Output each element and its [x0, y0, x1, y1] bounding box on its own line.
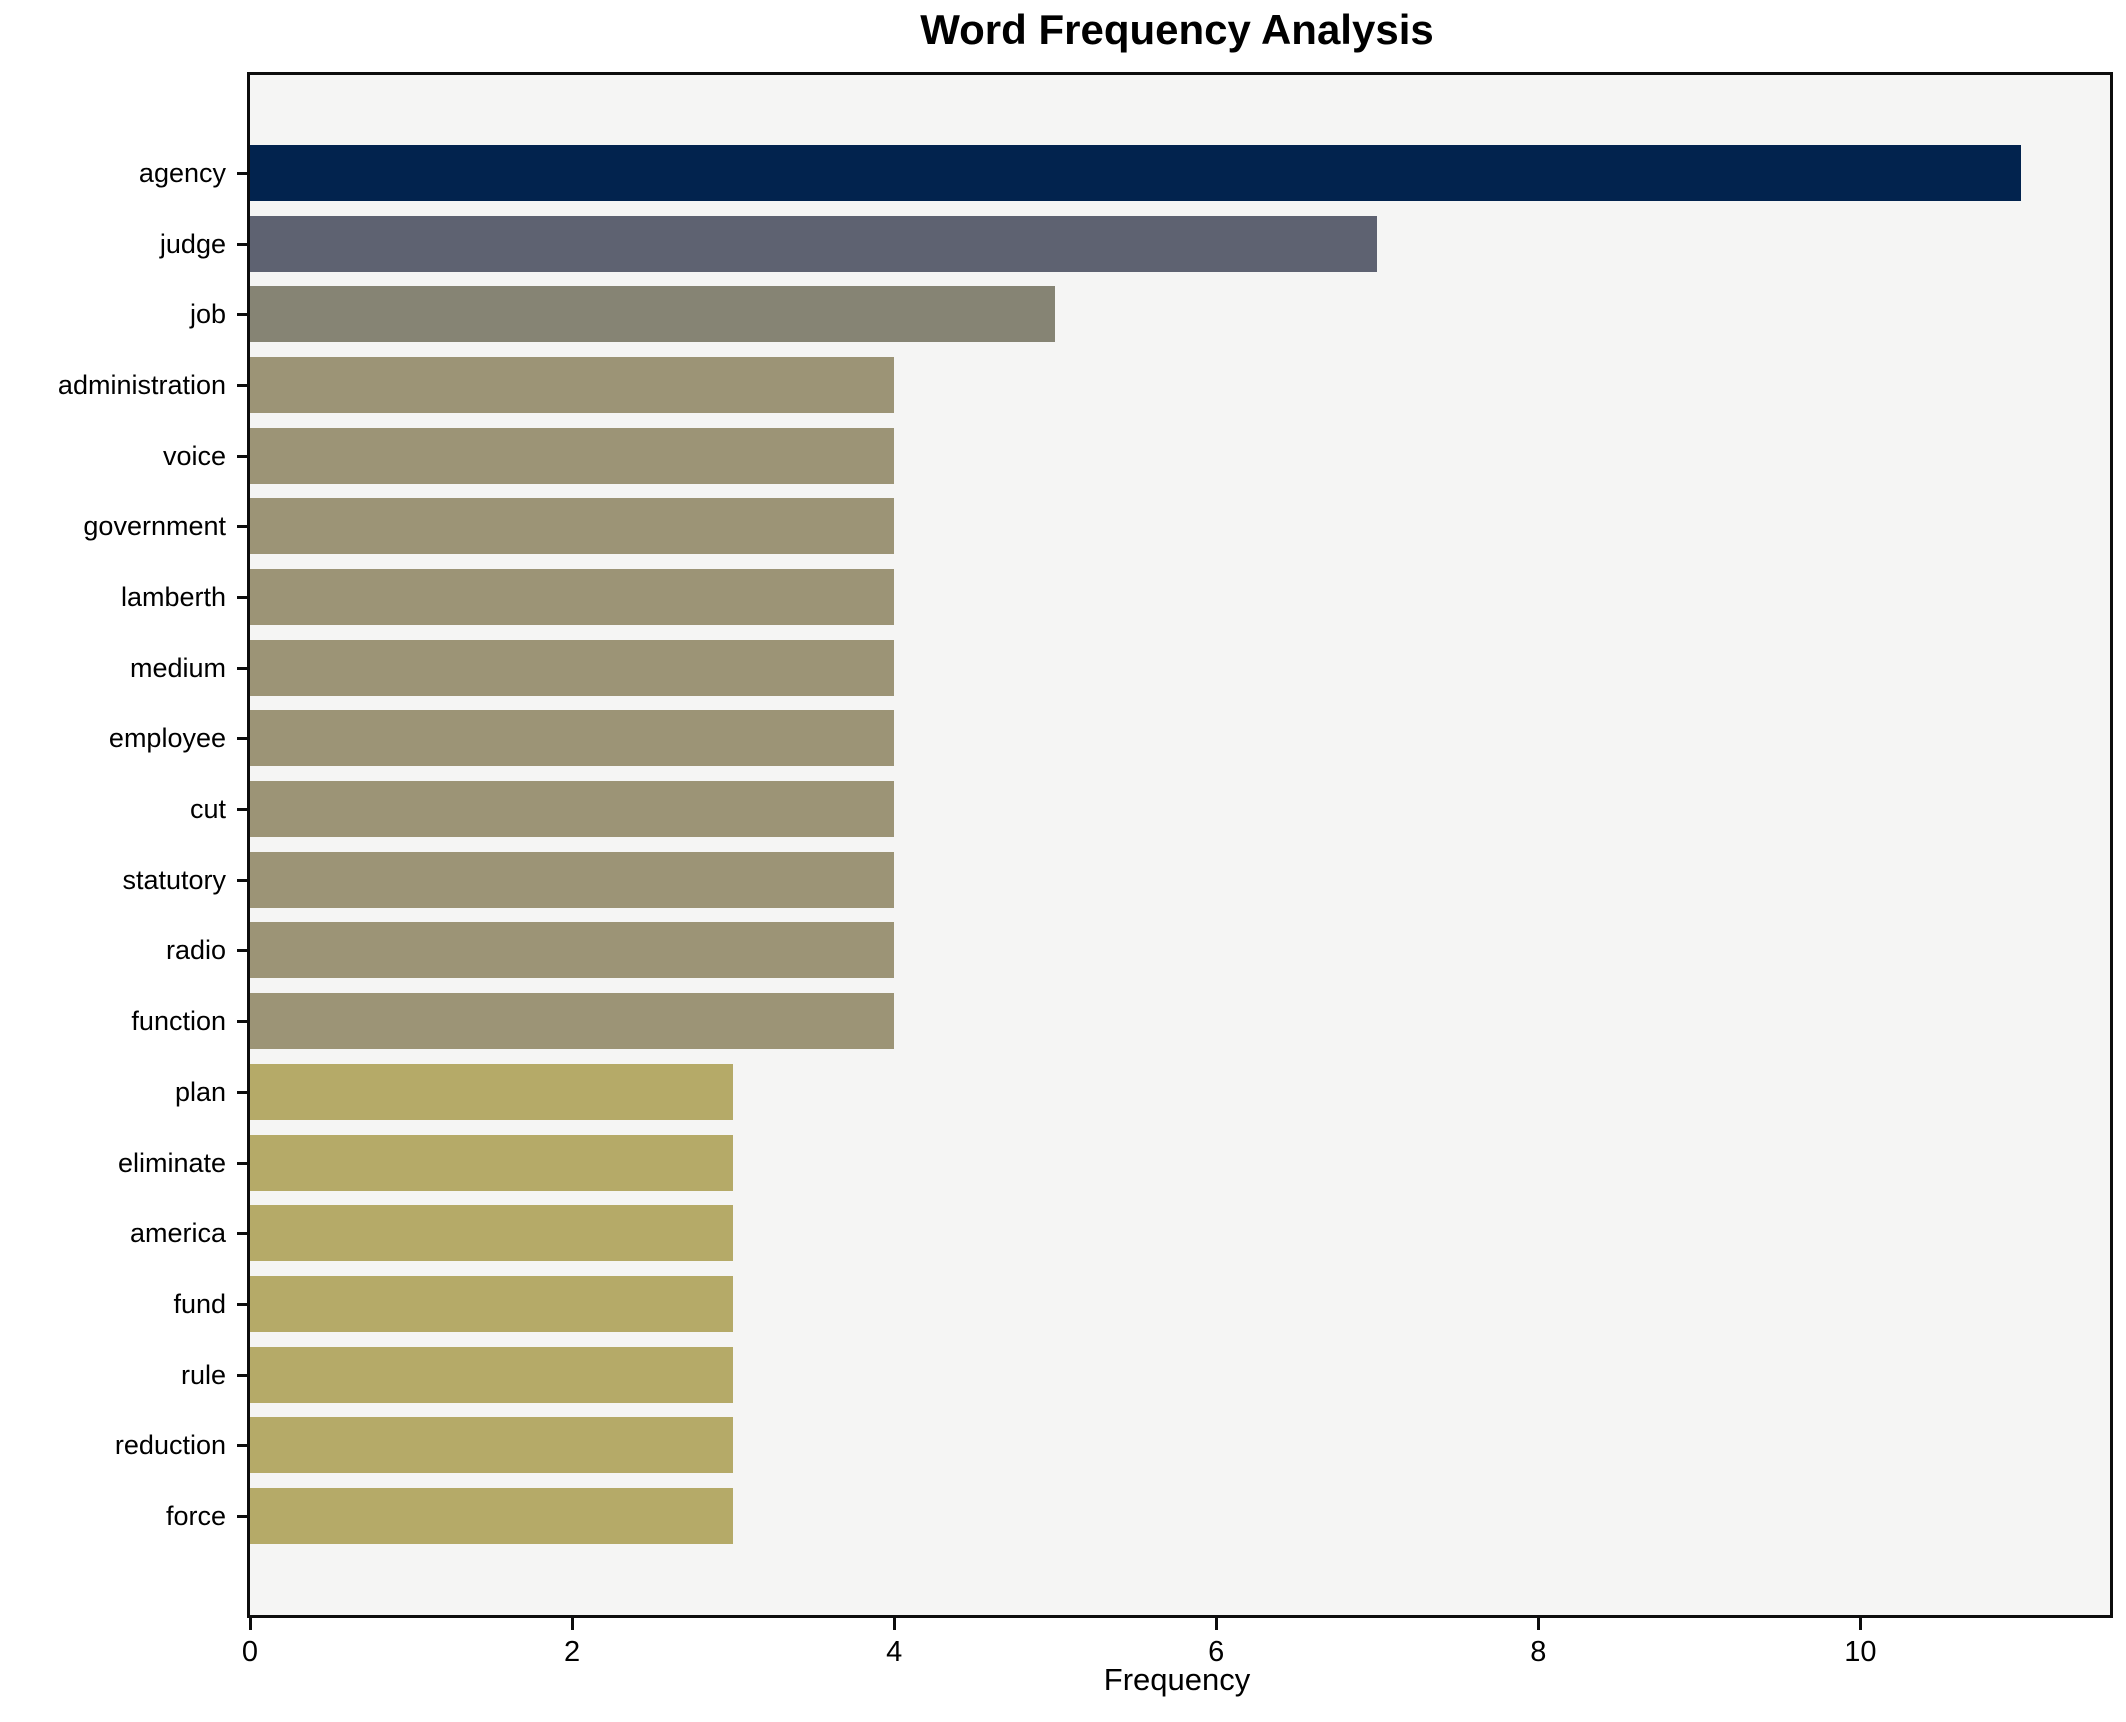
- ytick-mark-radio: [237, 949, 247, 953]
- ytick-label-statutory: statutory: [122, 864, 226, 895]
- ytick-label-rule: rule: [180, 1359, 226, 1390]
- ytick-label-administration: administration: [57, 370, 226, 401]
- bar-radio: [250, 922, 895, 979]
- bar-reduction: [250, 1417, 734, 1474]
- xtick-label-6: 6: [1208, 1636, 1225, 1668]
- ytick-label-reduction: reduction: [114, 1430, 226, 1461]
- ytick-mark-function: [237, 1020, 247, 1024]
- bar-america: [250, 1205, 734, 1262]
- xtick-mark-0: [248, 1618, 252, 1630]
- bar-force: [250, 1487, 734, 1544]
- ytick-mark-reduction: [237, 1444, 247, 1448]
- ytick-mark-eliminate: [237, 1161, 247, 1165]
- ytick-label-lamberth: lamberth: [120, 582, 226, 613]
- ytick-label-employee: employee: [108, 723, 226, 754]
- ytick-mark-statutory: [237, 878, 247, 882]
- ytick-mark-america: [237, 1232, 247, 1236]
- bar-plan: [250, 1063, 734, 1120]
- xtick-label-2: 2: [563, 1636, 581, 1668]
- bar-judge: [250, 215, 1378, 272]
- xtick-label-10: 10: [1844, 1636, 1877, 1668]
- ytick-mark-administration: [237, 384, 247, 388]
- xtick-label-4: 4: [886, 1636, 903, 1668]
- ytick-mark-medium: [237, 666, 247, 670]
- xtick-mark-2: [570, 1618, 574, 1630]
- ytick-label-cut: cut: [189, 794, 226, 825]
- xtick-mark-6: [1214, 1618, 1218, 1630]
- bar-government: [250, 498, 895, 555]
- bar-function: [250, 993, 895, 1050]
- bar-statutory: [250, 851, 895, 908]
- ytick-mark-plan: [237, 1090, 247, 1094]
- xtick-mark-4: [892, 1618, 896, 1630]
- ytick-mark-judge: [237, 242, 247, 246]
- ytick-label-fund: fund: [173, 1288, 226, 1319]
- ytick-mark-voice: [237, 454, 247, 458]
- ytick-mark-rule: [237, 1373, 247, 1377]
- xtick-label-8: 8: [1530, 1636, 1547, 1668]
- ytick-label-voice: voice: [162, 440, 226, 471]
- ytick-label-plan: plan: [174, 1076, 226, 1107]
- xtick-mark-10: [1858, 1618, 1862, 1630]
- bar-lamberth: [250, 569, 895, 626]
- bar-rule: [250, 1346, 734, 1403]
- bar-administration: [250, 357, 895, 414]
- ytick-mark-fund: [237, 1302, 247, 1306]
- ytick-label-judge: judge: [159, 228, 226, 259]
- ytick-mark-lamberth: [237, 596, 247, 600]
- bar-agency: [250, 145, 2022, 201]
- bar-eliminate: [250, 1134, 734, 1191]
- bar-fund: [250, 1275, 734, 1332]
- xtick-label-0: 0: [241, 1636, 259, 1668]
- ytick-label-radio: radio: [165, 935, 226, 966]
- ytick-mark-employee: [237, 737, 247, 741]
- xtick-mark-8: [1536, 1618, 1540, 1630]
- bar-medium: [250, 639, 895, 696]
- ytick-mark-government: [237, 525, 247, 529]
- chart-title: Word Frequency Analysis: [920, 6, 1434, 53]
- ytick-label-agency: agency: [138, 158, 226, 188]
- x-axis-label: Frequency: [1103, 1662, 1251, 1697]
- ytick-mark-force: [237, 1514, 247, 1518]
- ytick-label-eliminate: eliminate: [117, 1147, 226, 1178]
- ytick-label-government: government: [83, 511, 226, 542]
- ytick-label-america: america: [129, 1218, 226, 1249]
- bar-job: [250, 286, 1056, 343]
- ytick-mark-cut: [237, 808, 247, 812]
- ytick-label-force: force: [165, 1500, 226, 1531]
- ytick-label-medium: medium: [129, 652, 226, 683]
- bar-employee: [250, 710, 895, 767]
- plot-area: [247, 72, 2113, 1618]
- ytick-label-function: function: [131, 1006, 226, 1037]
- bar-voice: [250, 427, 895, 484]
- bar-cut: [250, 781, 895, 838]
- ytick-mark-agency: [237, 172, 247, 175]
- ytick-label-job: job: [189, 299, 226, 330]
- ytick-mark-job: [237, 313, 247, 317]
